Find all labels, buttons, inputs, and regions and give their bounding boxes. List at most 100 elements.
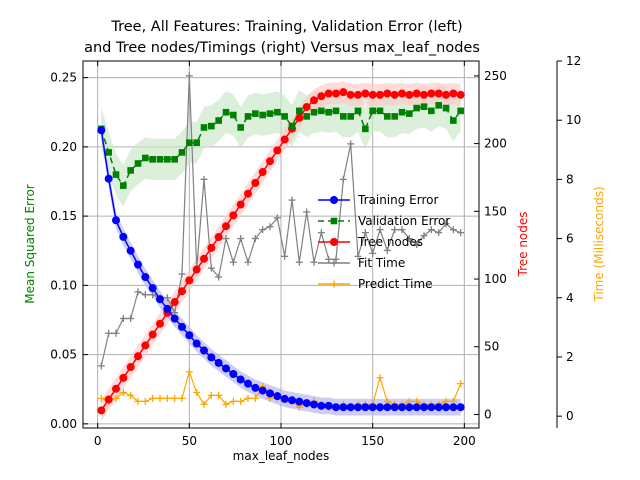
legend-marker xyxy=(330,280,338,288)
validation-error-series xyxy=(98,102,464,189)
training-error-band xyxy=(101,121,461,416)
fit-time-point xyxy=(200,175,208,183)
tree-nodes-point xyxy=(420,90,428,99)
fit-time-point xyxy=(435,229,443,237)
y-nodes-tick-label: 200 xyxy=(484,137,507,151)
fit-time-point xyxy=(237,235,245,243)
y-time-tick-label: 2 xyxy=(566,350,574,364)
y-nodes-tick-label: 0 xyxy=(484,407,492,421)
fit-time-point xyxy=(354,252,362,260)
training-error-point xyxy=(156,295,164,304)
training-error-point xyxy=(420,403,428,412)
legend-marker xyxy=(330,259,338,267)
validation-error-point xyxy=(340,113,347,120)
validation-error-point xyxy=(215,117,222,124)
y-time-tick-label: 12 xyxy=(566,54,581,68)
training-error-point xyxy=(332,403,340,412)
validation-error-point xyxy=(325,108,332,116)
fit-time-point xyxy=(376,226,384,234)
tree-nodes-point xyxy=(368,90,377,99)
training-error-point xyxy=(442,403,450,412)
predict-time-point xyxy=(207,391,215,399)
y-time-tick-label: 0 xyxy=(566,409,574,423)
training-error-point xyxy=(288,396,296,405)
training-error-point xyxy=(449,403,458,412)
training-error-point xyxy=(412,403,421,412)
fit-time-point xyxy=(97,362,105,370)
validation-error-point xyxy=(244,113,252,120)
predict-time-point xyxy=(134,397,142,405)
validation-error-point xyxy=(149,156,156,163)
training-error-point xyxy=(398,403,406,412)
fit-time-point xyxy=(369,249,377,257)
legend-label: Training Error xyxy=(357,193,438,207)
tree-nodes-point xyxy=(280,135,289,144)
validation-error-point xyxy=(347,113,354,120)
fit-time-point xyxy=(325,255,333,263)
predict-time-point xyxy=(222,400,230,408)
fit-time-point xyxy=(303,208,311,216)
predict-time-point xyxy=(229,397,237,405)
y-left-tick-label: 0.25 xyxy=(50,71,77,85)
fit-time-point xyxy=(178,270,186,278)
validation-error-point xyxy=(362,125,369,133)
y-axis-time: 0 2 4 6 8 10 12 xyxy=(556,54,581,428)
tree-nodes-point xyxy=(376,90,384,99)
fit-time-point xyxy=(229,258,237,266)
validation-error-point xyxy=(127,167,134,174)
tree-nodes-point xyxy=(390,90,399,99)
tree-nodes-point xyxy=(112,384,120,393)
validation-error-point xyxy=(120,182,127,189)
training-error-point xyxy=(112,216,120,225)
training-error-point xyxy=(456,403,465,412)
tree-nodes-point xyxy=(251,178,260,187)
legend-marker xyxy=(330,238,338,246)
validation-error-point xyxy=(274,108,281,116)
training-error-point xyxy=(214,358,223,367)
training-error-point xyxy=(192,339,201,348)
x-axis-label: max_leaf_nodes xyxy=(233,449,330,463)
tree-nodes-point xyxy=(170,298,179,307)
training-error-point xyxy=(97,126,106,135)
validation-error-point xyxy=(105,149,112,156)
training-error-point xyxy=(126,246,135,255)
predict-time-point xyxy=(97,394,105,402)
y-axis-tree-nodes: 0 50 100 150 200 250 xyxy=(474,69,507,421)
tree-nodes-point xyxy=(383,89,392,98)
tree-nodes-point xyxy=(434,89,443,98)
training-error-point xyxy=(339,403,348,412)
fit-time-point xyxy=(105,329,113,337)
training-error-point xyxy=(134,260,142,269)
validation-error-point xyxy=(171,156,178,163)
validation-error-point xyxy=(230,111,237,119)
tree-nodes-point xyxy=(185,276,194,285)
training-error-point xyxy=(200,346,208,355)
y-time-tick-label: 6 xyxy=(566,232,574,246)
tree-nodes-point xyxy=(104,395,113,404)
tree-nodes-point xyxy=(442,90,450,99)
x-tick-label: 150 xyxy=(361,434,384,448)
y-nodes-tick-label: 100 xyxy=(484,272,507,286)
predict-time-point xyxy=(156,394,164,402)
validation-error-point xyxy=(376,107,384,115)
training-error-point xyxy=(368,403,377,412)
x-tick-label: 0 xyxy=(94,434,102,448)
validation-error-point xyxy=(186,139,193,147)
tree-nodes-point xyxy=(214,233,223,242)
training-error-point xyxy=(141,273,150,282)
training-error-point xyxy=(354,403,362,412)
training-error-point xyxy=(207,353,216,362)
validation-error-point xyxy=(303,113,310,120)
predict-time-point xyxy=(193,388,201,396)
validation-error-point xyxy=(413,104,420,112)
predict-time-point xyxy=(185,368,193,376)
chart-title-line2: and Tree nodes/Timings (right) Versus ma… xyxy=(84,40,480,56)
training-error-point xyxy=(346,403,355,412)
tree-nodes-point xyxy=(456,90,465,99)
chart-title-line1: Tree, All Features: Training, Validation… xyxy=(110,19,462,35)
fit-time-point xyxy=(457,229,465,237)
training-error-point xyxy=(310,400,318,409)
fit-time-point xyxy=(119,314,127,322)
fit-time-point xyxy=(149,291,157,299)
training-error-point xyxy=(390,403,399,412)
